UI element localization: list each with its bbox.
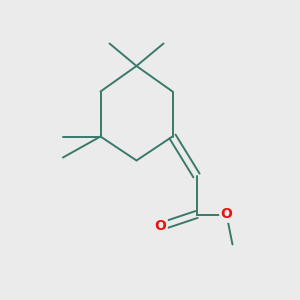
Text: O: O <box>154 220 166 233</box>
Text: O: O <box>220 208 232 221</box>
